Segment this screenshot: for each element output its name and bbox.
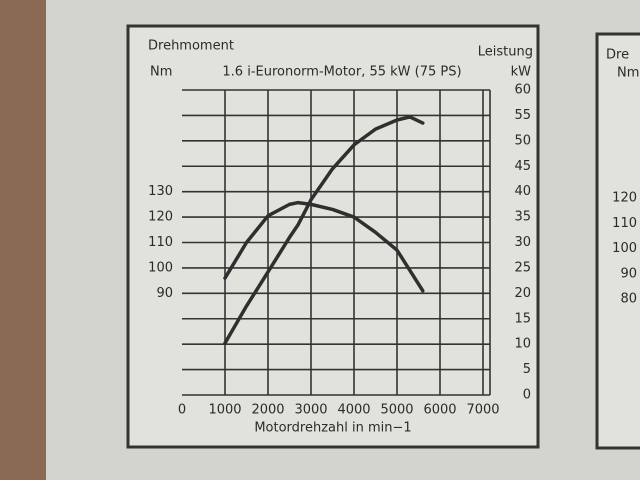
y2-tick-label: 45 [514,159,531,174]
y-tick-label: 100 [148,260,173,275]
y2-tick-label: 35 [514,210,531,225]
data-line [223,200,425,293]
y-tick-label: 80 [620,292,637,307]
x-tick-label: 3000 [294,403,327,418]
x-tick-label: 5000 [380,403,413,418]
x-tick-label: 7000 [466,403,499,418]
y-tick-label: 110 [612,216,637,231]
data-line [223,115,425,345]
y2-tick-label: 30 [514,235,531,250]
y2-tick-label: 10 [514,337,531,352]
x-axis-label: Motordrehzahl in min−1 [254,421,411,436]
y2-tick-label: 20 [514,286,531,301]
x-tick-label: 4000 [337,403,370,418]
y-tick-label: 110 [148,235,173,250]
y2-tick-label: 25 [514,260,531,275]
chart-frame [126,24,540,449]
y-axis-unit: Nm [617,66,639,81]
chart-title: 1.6 i-Euronorm-Motor, 55 kW (75 PS) [222,65,461,80]
y2-tick-label: 0 [523,388,531,403]
y2-axis-label: Leistung [478,45,533,60]
y2-tick-label: 5 [523,362,531,377]
x-tick-label: 1000 [208,403,241,418]
y-tick-label: 120 [612,191,637,206]
y-tick-label: 90 [156,286,173,301]
y2-tick-label: 40 [514,184,531,199]
y2-tick-label: 55 [514,108,531,123]
y-axis-unit: Nm [150,65,172,80]
y2-tick-label: 15 [514,311,531,326]
y-tick-label: 100 [612,241,637,256]
y2-tick-label: 60 [514,83,531,98]
y-tick-label: 120 [148,210,173,225]
y-tick-label: 90 [620,266,637,281]
y-tick-label: 130 [148,184,173,199]
y2-axis-unit: kW [511,65,532,80]
table-edge [0,0,46,480]
x-tick-label: 6000 [423,403,456,418]
y-axis-label: Dre [606,48,629,63]
chart-frame-2 [595,32,640,450]
x-tick-label: 2000 [251,403,284,418]
y2-tick-label: 50 [514,133,531,148]
y-axis-label: Drehmoment [148,39,234,54]
x-tick-label: 0 [178,403,186,418]
